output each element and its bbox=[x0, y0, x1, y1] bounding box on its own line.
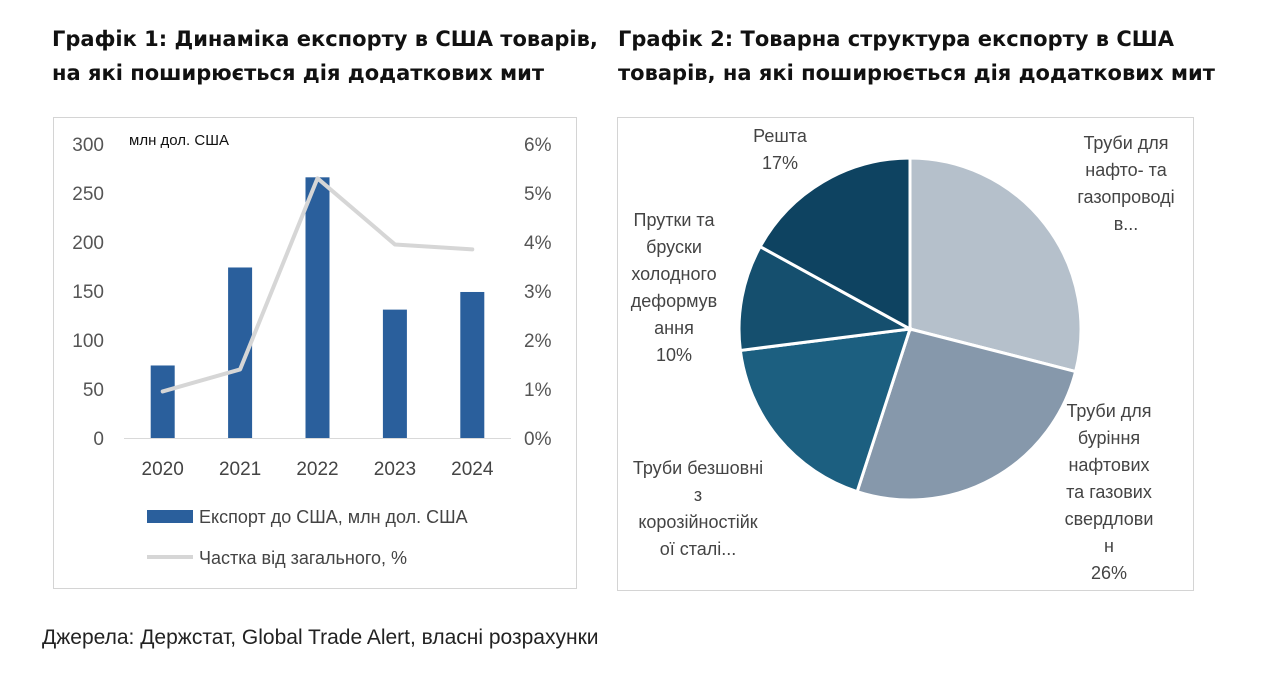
y2-tick-label: 3% bbox=[524, 282, 552, 303]
y-tick-label: 50 bbox=[83, 380, 104, 401]
y-tick-label: 200 bbox=[72, 233, 104, 254]
pie-slice bbox=[908, 156, 1083, 374]
pie-slice-label: Решта 17% bbox=[753, 126, 808, 173]
pie-slice-label: Труби для буріння нафтових та газових свердл… bbox=[1065, 401, 1154, 583]
export-bar bbox=[382, 309, 407, 438]
x-tick-label: 2021 bbox=[219, 459, 261, 480]
x-tick-label: 2020 bbox=[142, 459, 184, 480]
y-tick-label: 250 bbox=[72, 184, 104, 205]
pie-slice bbox=[758, 156, 912, 332]
y2-tick-label: 2% bbox=[524, 331, 552, 352]
y-tick-label: 0 bbox=[93, 429, 104, 450]
export-bar bbox=[150, 365, 175, 438]
pie-slice bbox=[737, 244, 915, 353]
x-tick-label: 2022 bbox=[296, 459, 338, 480]
legend-bar-label: Експорт до США, млн дол. США bbox=[199, 507, 468, 527]
chart2-frame: Труби для нафто- та газопроводі в... Труби д… bbox=[617, 117, 1194, 591]
export-dynamics-chart: млн дол. США 0 50 100 150 200 250 300 0% 1% 2% 3% 4%… bbox=[72, 132, 552, 568]
y2-tick-label: 6% bbox=[524, 135, 552, 156]
pie-slice-label: Прутки та бруски холодного деформув ання 10% bbox=[631, 210, 717, 365]
y2-tick-label: 1% bbox=[524, 380, 552, 401]
chart1-title-line: на які поширюється дія додаткових мит bbox=[52, 61, 545, 85]
pie-slice bbox=[855, 327, 1078, 502]
chart2-title-line: товарів, на які поширюється дія додатков… bbox=[618, 61, 1215, 85]
legend-bar-swatch bbox=[147, 510, 193, 523]
chart1-title: Графік 1: Динаміка експорту в США товарі… bbox=[52, 22, 598, 90]
y-tick-label: 150 bbox=[72, 282, 104, 303]
units-label: млн дол. США bbox=[129, 132, 229, 149]
share-line bbox=[160, 176, 475, 394]
pie-slice bbox=[738, 327, 913, 494]
source-note: Джерела: Держстат, Global Trade Alert, в… bbox=[42, 626, 599, 649]
export-structure-pie-chart: Труби для нафто- та газопроводі в... Труби д… bbox=[631, 126, 1175, 583]
export-bar bbox=[305, 177, 330, 438]
chart2-title: Графік 2: Товарна структура експорту в С… bbox=[618, 22, 1215, 90]
pie-slice-label: Труби безшовні з корозійностійк ої сталі... bbox=[633, 458, 763, 559]
export-bar bbox=[460, 291, 485, 438]
chart1-title-line: Графік 1: Динаміка експорту в США товарі… bbox=[52, 27, 598, 51]
y2-tick-label: 4% bbox=[524, 233, 552, 254]
y-tick-label: 100 bbox=[72, 331, 104, 352]
y-tick-label: 300 bbox=[72, 135, 104, 156]
y2-tick-label: 0% bbox=[524, 429, 552, 450]
chart1-frame: млн дол. США 0 50 100 150 200 250 300 0% 1% 2% 3% 4%… bbox=[53, 117, 577, 589]
legend-line-label: Частка від загального, % bbox=[199, 548, 407, 568]
x-tick-label: 2023 bbox=[374, 459, 416, 480]
chart2-title-line: Графік 2: Товарна структура експорту в С… bbox=[618, 27, 1174, 51]
y2-tick-label: 5% bbox=[524, 184, 552, 205]
pie-slice-label: Труби для нафто- та газопроводі в... bbox=[1077, 133, 1174, 234]
x-tick-label: 2024 bbox=[451, 459, 494, 480]
